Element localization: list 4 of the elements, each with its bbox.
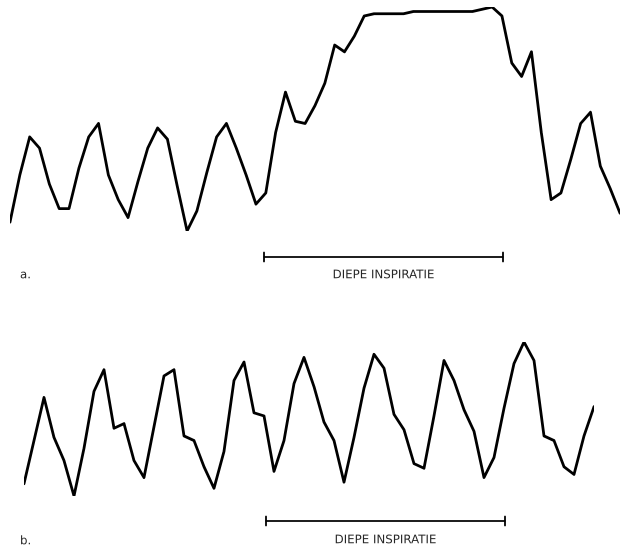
text: DIEPE INSPIRATIE	[334, 269, 434, 278]
text: a.	[20, 272, 30, 278]
text: b.	[21, 535, 30, 544]
text: DIEPE INSPIRATIE	[336, 534, 436, 544]
